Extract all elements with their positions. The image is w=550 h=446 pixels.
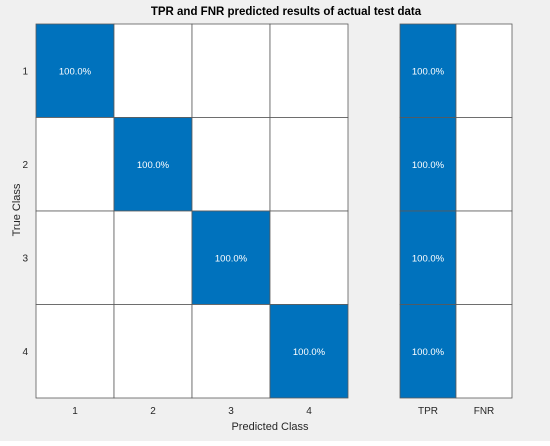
summary-cell-label: 100.0% — [412, 347, 445, 358]
confusion-cell-r3-c1 — [35, 210, 115, 305]
confusion-cell-label: 100.0% — [293, 347, 326, 358]
x-axis-label: Predicted Class — [231, 421, 309, 433]
confusion-cell-label: 100.0% — [59, 66, 92, 77]
y-axis-label: True Class — [11, 183, 23, 236]
confusion-cell-r3-c4 — [269, 210, 349, 305]
confusion-cell-r1-c2 — [113, 23, 193, 118]
confusion-row-tick-label: 1 — [22, 66, 28, 77]
summary-cell-r1-c1 — [399, 23, 457, 118]
confusion-col-tick-label: 1 — [72, 406, 78, 417]
confusion-row-tick-label: 2 — [22, 160, 28, 171]
summary-cell-label: 100.0% — [412, 66, 445, 77]
confusion-cell-r3-c2 — [113, 210, 193, 305]
confusion-cell-r4-c1 — [35, 304, 115, 399]
summary-cell-label: 100.0% — [412, 160, 445, 171]
confusion-col-tick-label: 2 — [150, 406, 156, 417]
confusion-cell-r1-c4 — [269, 23, 349, 118]
summary-cell-r1-c2 — [455, 23, 513, 118]
confusion-cell-label: 100.0% — [137, 160, 170, 171]
confusion-cell-r1-c3 — [191, 23, 271, 118]
summary-cell-label: 100.0% — [412, 253, 445, 264]
confusion-row-tick-label: 4 — [22, 347, 28, 358]
summary-cell-r2-c2 — [455, 117, 513, 212]
confusion-cell-r3-c3 — [191, 210, 271, 305]
summary-col-tick-label: TPR — [418, 406, 438, 417]
summary-cell-r4-c1 — [399, 304, 457, 399]
confusion-cell-r2-c3 — [191, 117, 271, 212]
confusion-col-tick-label: 3 — [228, 406, 234, 417]
confusion-cell-r2-c1 — [35, 117, 115, 212]
confusion-matrix: 100.0% 100.0% 100.0% 100.0% 1 2 3 4 1 2 3 4 — [22, 23, 349, 417]
confusion-col-tick-label: 4 — [306, 406, 312, 417]
confusion-cell-r4-c4 — [269, 304, 349, 399]
confusion-cell-r4-c3 — [191, 304, 271, 399]
confusion-cell-r2-c4 — [269, 117, 349, 212]
confusion-cell-r2-c2 — [113, 117, 193, 212]
summary-cell-r2-c1 — [399, 117, 457, 212]
summary-cell-r4-c2 — [455, 304, 513, 399]
confusion-cell-r1-c1 — [35, 23, 115, 118]
summary-col-tick-label: FNR — [474, 406, 495, 417]
confusion-cell-r4-c2 — [113, 304, 193, 399]
chart-title: TPR and FNR predicted results of actual … — [151, 6, 422, 18]
confusion-cell-label: 100.0% — [215, 253, 248, 264]
summary-cell-r3-c2 — [455, 210, 513, 305]
summary-matrix: 100.0% 100.0% 100.0% 100.0% TPR FNR — [399, 23, 513, 417]
confusion-row-tick-label: 3 — [22, 253, 28, 264]
